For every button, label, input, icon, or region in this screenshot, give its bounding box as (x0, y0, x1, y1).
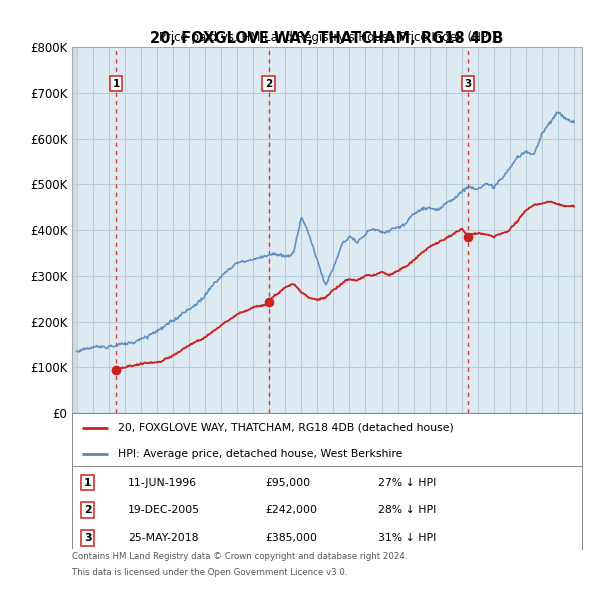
Text: 1: 1 (112, 79, 119, 88)
Text: Price paid vs. HM Land Registry's House Price Index (HPI): Price paid vs. HM Land Registry's House … (158, 31, 496, 44)
Text: 31% ↓ HPI: 31% ↓ HPI (378, 533, 436, 543)
Text: HPI: Average price, detached house, West Berkshire: HPI: Average price, detached house, West… (118, 450, 402, 460)
Text: 2: 2 (84, 505, 92, 515)
Text: 11-JUN-1996: 11-JUN-1996 (128, 478, 197, 487)
Text: 2: 2 (265, 79, 272, 88)
Text: 25-MAY-2018: 25-MAY-2018 (128, 533, 199, 543)
Polygon shape (72, 47, 77, 413)
Text: £385,000: £385,000 (266, 533, 318, 543)
Text: £242,000: £242,000 (266, 505, 318, 515)
Text: This data is licensed under the Open Government Licence v3.0.: This data is licensed under the Open Gov… (72, 568, 347, 577)
Text: Contains HM Land Registry data © Crown copyright and database right 2024.: Contains HM Land Registry data © Crown c… (72, 552, 407, 560)
Title: 20, FOXGLOVE WAY, THATCHAM, RG18 4DB: 20, FOXGLOVE WAY, THATCHAM, RG18 4DB (151, 31, 503, 46)
Text: 19-DEC-2005: 19-DEC-2005 (128, 505, 200, 515)
Text: 3: 3 (84, 533, 92, 543)
Text: £95,000: £95,000 (266, 478, 311, 487)
Text: 27% ↓ HPI: 27% ↓ HPI (378, 478, 436, 487)
Text: 20, FOXGLOVE WAY, THATCHAM, RG18 4DB (detached house): 20, FOXGLOVE WAY, THATCHAM, RG18 4DB (de… (118, 423, 454, 433)
Text: 3: 3 (464, 79, 472, 88)
Text: 1: 1 (84, 478, 92, 487)
Text: 28% ↓ HPI: 28% ↓ HPI (378, 505, 436, 515)
